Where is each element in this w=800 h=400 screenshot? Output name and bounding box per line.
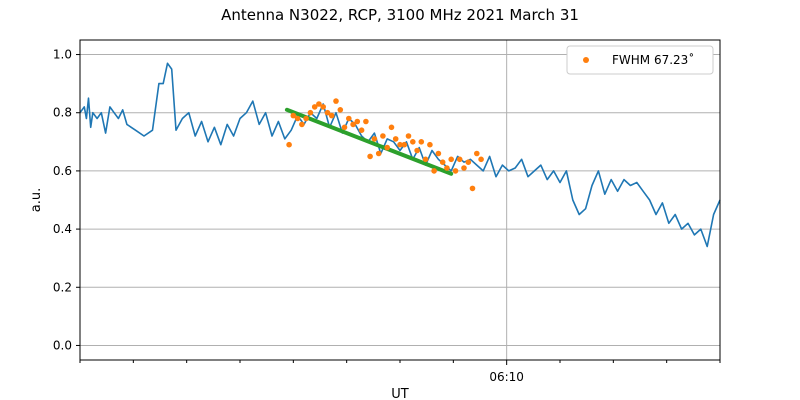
- data-point: [341, 124, 348, 131]
- plot-data: [79, 62, 721, 248]
- data-point: [422, 156, 429, 163]
- data-point: [435, 150, 442, 157]
- y-tick-label: 1.0: [53, 48, 72, 62]
- data-point: [392, 136, 399, 142]
- data-point: [448, 156, 455, 163]
- x-tick-label: 06:10: [489, 370, 524, 384]
- x-axis-label: UT: [391, 387, 409, 400]
- y-axis-label: a.u.: [29, 188, 44, 212]
- data-point: [333, 98, 339, 104]
- chart-title: Antenna N3022, RCP, 3100 MHz 2021 March …: [221, 6, 579, 24]
- data-point: [414, 147, 420, 154]
- y-tick-label: 0.0: [53, 338, 72, 352]
- fit-line: [284, 107, 454, 176]
- data-point: [337, 107, 344, 113]
- data-point: [363, 118, 369, 125]
- legend-label: FWHM 67.23˚: [612, 52, 694, 67]
- legend-box: [566, 45, 714, 75]
- plot-area-frame: [79, 39, 721, 361]
- data-point: [380, 133, 386, 139]
- data-point: [474, 150, 480, 157]
- data-point: [303, 115, 309, 122]
- data-point: [431, 168, 437, 174]
- legend-marker: [583, 57, 589, 63]
- legend: FWHM 67.23˚: [566, 45, 714, 75]
- y-tick-label: 0.2: [53, 280, 72, 294]
- data-point: [316, 101, 322, 107]
- data-point: [346, 115, 352, 122]
- data-point: [299, 121, 305, 128]
- data-point: [397, 141, 403, 148]
- data-point: [478, 156, 484, 163]
- data-point: [410, 139, 416, 145]
- y-tick-label: 0.4: [53, 222, 72, 236]
- y-tick-label: 0.6: [53, 164, 72, 178]
- data-point: [324, 109, 331, 116]
- data-point: [427, 141, 433, 148]
- data-point: [375, 150, 382, 157]
- data-point: [371, 136, 378, 142]
- data-point: [461, 165, 467, 171]
- data-point: [456, 156, 463, 163]
- grid: [80, 40, 720, 360]
- y-tick-label: 0.8: [53, 106, 72, 120]
- data-point: [328, 112, 335, 119]
- data-point: [384, 144, 391, 151]
- data-point: [367, 153, 373, 160]
- data-point: [358, 127, 365, 133]
- data-point: [294, 115, 301, 122]
- data-point: [439, 159, 446, 165]
- data-point: [354, 118, 361, 125]
- data-point: [290, 112, 297, 119]
- data-point: [418, 139, 425, 145]
- data-point: [350, 121, 356, 128]
- data-point: [469, 185, 476, 192]
- data-point: [320, 104, 327, 110]
- data-point: [452, 168, 459, 174]
- data-point: [444, 165, 450, 171]
- data-point: [307, 109, 314, 116]
- data-point: [465, 159, 472, 165]
- axis-ticks: 0.0 0.2 0.4 0.6 0.8 1.0 06:10: [53, 48, 721, 384]
- data-point: [401, 141, 408, 148]
- data-point: [405, 133, 412, 139]
- data-point: [311, 104, 318, 110]
- data-point: [388, 124, 395, 131]
- data-point: [286, 141, 292, 148]
